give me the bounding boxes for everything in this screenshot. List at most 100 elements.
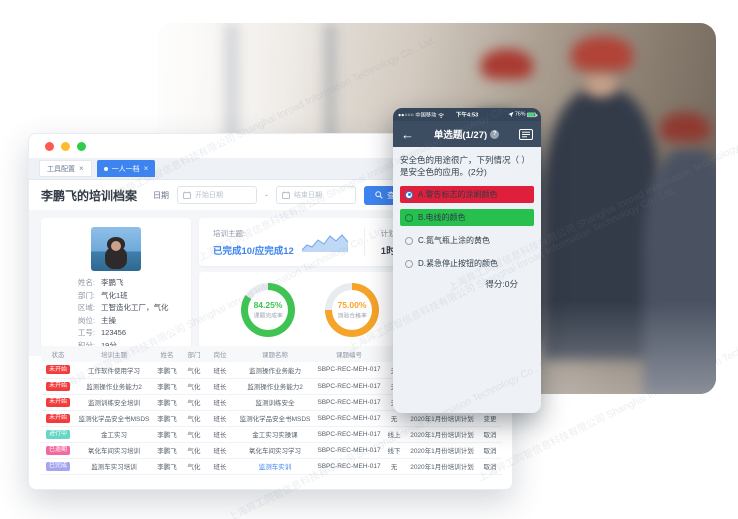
dept-cell: 气化 <box>181 362 207 379</box>
tab-person-archive[interactable]: 一人一档 × <box>96 160 156 177</box>
profile-field-row: 工号: 123456 <box>41 327 191 340</box>
column-header: 课题名称 <box>233 346 317 362</box>
search-icon <box>375 191 383 199</box>
close-tab-icon[interactable]: × <box>79 163 84 173</box>
back-arrow-icon[interactable]: ← <box>401 126 414 142</box>
action-cell[interactable]: 取消 <box>477 426 502 443</box>
answer-option[interactable]: B.电线的颜色 <box>400 209 534 226</box>
status-badge: 已完成 <box>45 461 70 471</box>
column-header: 姓名 <box>153 346 181 362</box>
maximize-window-button[interactable] <box>77 141 86 151</box>
status-cell: 未开始 <box>41 362 75 379</box>
answer-option[interactable]: A.警告标志的涂刷颜色 <box>400 186 534 203</box>
donut-label: 测验合格率 <box>337 313 367 320</box>
mode-cell: 无 <box>381 410 407 427</box>
phone-status-bar: ●●○○○ 中国移动 下午4:53 76% <box>393 108 541 121</box>
topic-cell: 监测车实习培训 <box>75 458 153 475</box>
minimize-window-button[interactable] <box>61 141 70 151</box>
tab-label: 工具配置 <box>47 165 75 173</box>
question-text: 安全色的用途很广，下列情况（ ）是安全色的应用。(2分) <box>400 155 530 177</box>
radio-icon[interactable] <box>405 190 413 199</box>
name-cell: 李鹏飞 <box>153 458 181 475</box>
column-header: 培训主题 <box>75 346 153 362</box>
tab-tool-config[interactable]: 工具配置 × <box>39 160 92 177</box>
name-cell: 李鹏飞 <box>153 442 181 459</box>
course-cell: 监测化学品安全书MSDS <box>233 410 317 427</box>
dept-cell: 气化 <box>181 458 207 475</box>
column-header: 岗位 <box>207 346 233 362</box>
radio-icon[interactable] <box>405 236 413 245</box>
action-cell[interactable]: 取消 <box>477 458 502 475</box>
donut-label: 课题完成率 <box>253 313 283 320</box>
field-value: 气化1班 <box>101 290 128 300</box>
course-cell[interactable]: 监测车实训 <box>233 458 317 475</box>
field-value: 19分 <box>101 340 117 350</box>
action-cell[interactable]: 变更 <box>477 410 502 427</box>
number-cell: SBPC-REC-MEH-017 <box>317 378 381 395</box>
number-cell: SBPC-REC-MEH-017 <box>317 410 381 427</box>
status-cell: 已完成 <box>41 458 75 475</box>
profile-field-row: 积分: 19分 <box>41 340 191 353</box>
answer-option[interactable]: C.氮气瓶上涂的黄色 <box>400 232 534 249</box>
option-text: A.警告标志的涂刷颜色 <box>418 190 498 199</box>
table-row[interactable]: 进行中 金工实习 李鹏飞 气化 班长 金工实习实操课 SBPC-REC-MEH-017 线上 2… <box>41 426 502 443</box>
close-window-button[interactable] <box>45 141 54 151</box>
radio-icon[interactable] <box>405 259 413 268</box>
course-completion-donut: 84.25% 课题完成率 <box>241 283 295 337</box>
topic-cell: 工作软件使用学习 <box>75 362 153 379</box>
table-row[interactable]: 已完成 监测车实习培训 李鹏飞 气化 班长 监测车实训 SBPC-REC-MEH-017 无 2… <box>41 458 502 475</box>
close-tab-icon[interactable]: × <box>143 163 149 173</box>
status-badge: 已逾期 <box>45 445 70 455</box>
field-label: 姓名: <box>77 278 95 287</box>
location-arrow-icon <box>508 111 514 118</box>
topic-cell: 监测操作业务能力2 <box>75 378 153 395</box>
dept-cell: 气化 <box>181 442 207 459</box>
topic-progress: 已完成10/应完成12 <box>213 245 294 257</box>
answer-option[interactable]: D.紧急停止按钮的颜色 <box>400 255 534 272</box>
calendar-icon <box>183 191 192 199</box>
field-label: 区域: <box>77 303 95 312</box>
avatar-hair <box>105 247 127 269</box>
option-text: D.紧急停止按钮的颜色 <box>418 259 498 268</box>
action-cell[interactable]: 取消 <box>477 442 502 459</box>
name-cell: 李鹏飞 <box>153 378 181 395</box>
answer-sheet-icon[interactable] <box>519 128 533 140</box>
radio-icon[interactable] <box>405 213 413 222</box>
status-badge: 未开始 <box>45 365 70 375</box>
options-list: A.警告标志的涂刷颜色 B.电线的颜色 C.氮气瓶上涂的黄色 D.紧急停止按钮的颜色 <box>400 186 534 272</box>
plan-cell: 2020年1月份培训计划 <box>407 458 477 475</box>
wifi-icon <box>438 112 445 118</box>
position-cell: 班长 <box>207 426 233 443</box>
vertical-divider <box>363 228 365 256</box>
end-date-input[interactable]: 结束日期 <box>276 186 357 204</box>
status-cell: 进行中 <box>41 426 75 443</box>
profile-photo <box>91 227 141 271</box>
topic-label: 培训主题: <box>213 228 246 238</box>
column-header: 状态 <box>41 346 75 362</box>
dept-cell: 气化 <box>181 410 207 427</box>
question-area: 安全色的用途很广，下列情况（ ）是安全色的应用。(2分) A.警告标志的涂刷颜色… <box>393 147 541 290</box>
table-row[interactable]: 未开始 监测化学品安全书MSDS 李鹏飞 气化 班长 监测化学品安全书MSDS SBPC-R… <box>41 410 502 427</box>
name-cell: 李鹏飞 <box>153 362 181 379</box>
signal-dots-icon: ●●○○○ <box>398 111 414 118</box>
start-date-input[interactable]: 开始日期 <box>177 186 258 204</box>
profile-card: 姓名: 李鹏飞 部门: 气化1班 区域: 工智造化工厂，气化 岗位: 主操 工号: 123456 积… <box>41 218 191 350</box>
course-cell: 监测操作业务能力2 <box>233 378 317 395</box>
name-cell: 李鹏飞 <box>153 426 181 443</box>
score-text: 得分:0分 <box>485 279 518 289</box>
status-badge: 未开始 <box>45 381 70 391</box>
status-cell: 未开始 <box>41 410 75 427</box>
position-cell: 班长 <box>207 362 233 379</box>
course-cell: 监测训练安全 <box>233 394 317 411</box>
help-icon[interactable]: ? <box>490 129 500 139</box>
donut-percent: 84.25% <box>253 300 283 310</box>
dept-cell: 气化 <box>181 394 207 411</box>
course-cell: 金工实习实操课 <box>233 426 317 443</box>
position-cell: 班长 <box>207 442 233 459</box>
field-value: 主操 <box>101 315 116 325</box>
nav-title-text: 单选题(1/27) <box>433 130 488 141</box>
number-cell: SBPC-REC-MEH-017 <box>317 362 381 379</box>
table-row[interactable]: 已逾期 氧化车间实习培训 李鹏飞 气化 班长 氧化车间实习学习 SBPC-REC-MEH-0… <box>41 442 502 459</box>
status-cell: 未开始 <box>41 394 75 411</box>
profile-field-row: 岗位: 主操 <box>41 315 191 328</box>
